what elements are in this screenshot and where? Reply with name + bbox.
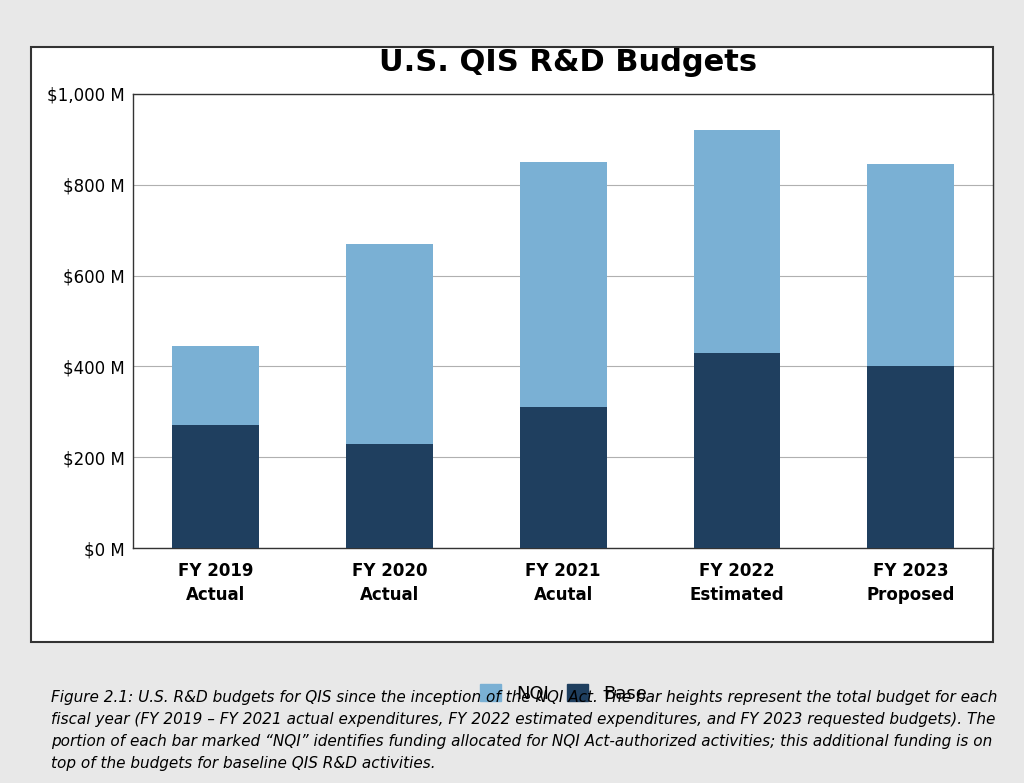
Bar [867, 366, 954, 548]
Text: Figure 2.1: U.S. R&D budgets for QIS since the inception of the NQI Act. The bar: Figure 2.1: U.S. R&D budgets for QIS sin… [51, 690, 997, 771]
Bar [172, 425, 259, 548]
Bar [867, 164, 954, 366]
Text: U.S. QIS R&D Budgets: U.S. QIS R&D Budgets [379, 48, 758, 78]
Bar [520, 407, 606, 548]
Bar [693, 353, 780, 548]
Bar [346, 244, 433, 444]
Bar [346, 444, 433, 548]
Bar [520, 162, 606, 407]
Bar [693, 130, 780, 353]
Bar [172, 346, 259, 425]
Legend: NQI, Base: NQI, Base [471, 675, 655, 712]
